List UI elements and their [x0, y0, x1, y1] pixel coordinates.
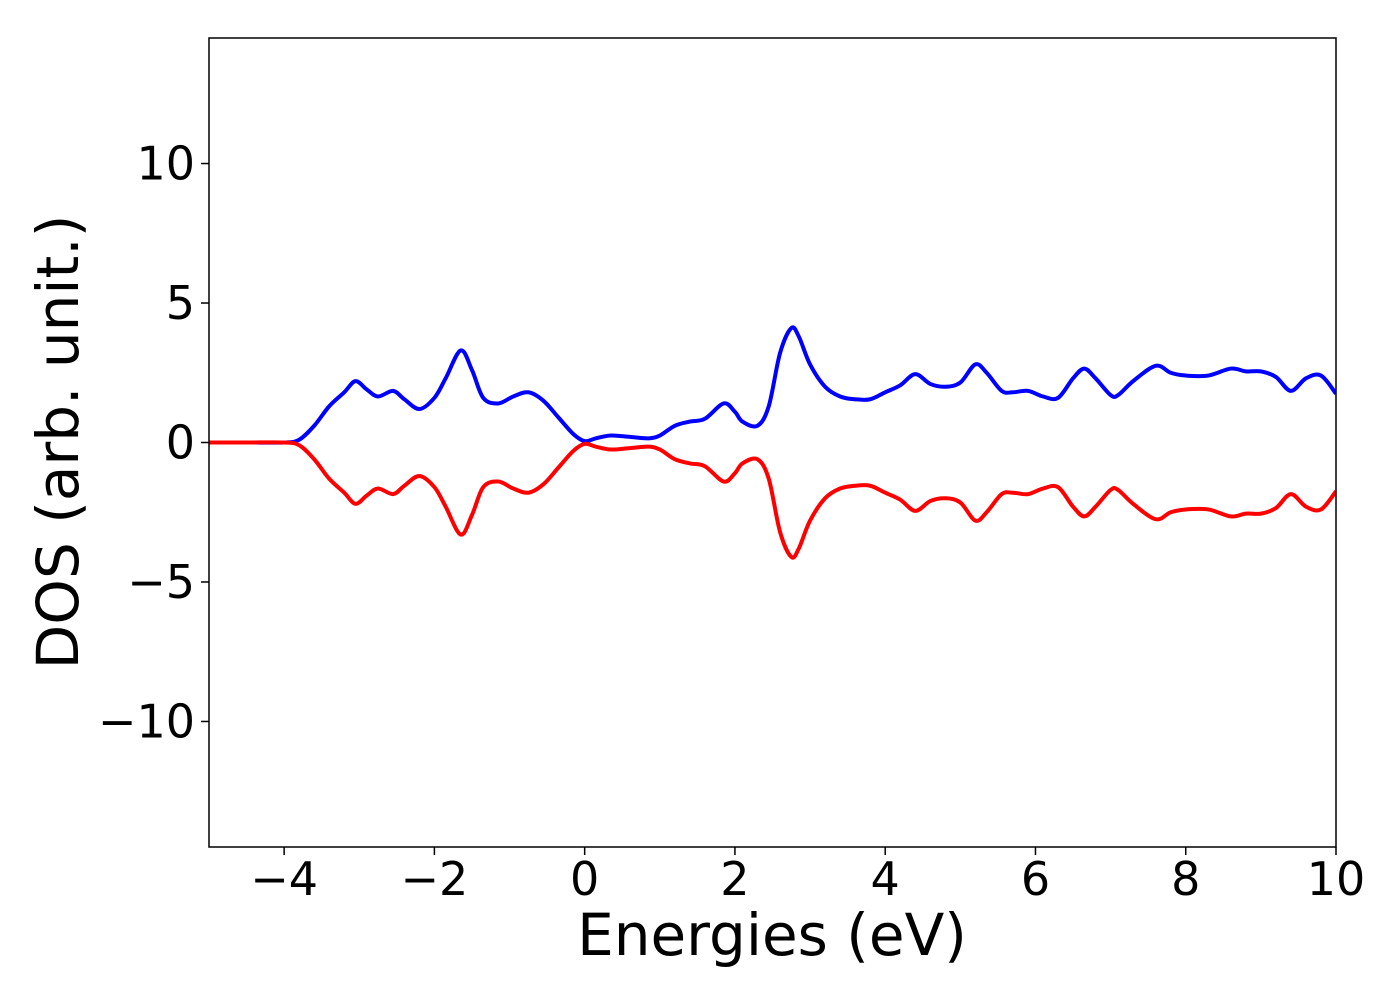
x-tick-label: 4	[871, 852, 900, 906]
x-tick-label: −2	[400, 852, 468, 906]
x-tick-label: 8	[1171, 852, 1200, 906]
x-tick-label: 0	[570, 852, 599, 906]
x-tick-label: 6	[1021, 852, 1050, 906]
x-tick-label: −4	[250, 852, 318, 906]
x-axis-title: Energies (eV)	[577, 901, 967, 969]
series-line-2	[209, 440, 1336, 560]
y-tick-label: −10	[98, 694, 195, 748]
y-axis: 10 5 0 −5 −10	[98, 137, 209, 748]
x-tick-label: 10	[1307, 852, 1366, 906]
x-tick-label: 2	[720, 852, 749, 906]
series-line-1	[209, 325, 1336, 445]
y-tick-label: 5	[166, 276, 195, 330]
plot-frame	[208, 37, 1337, 848]
y-tick-label: 10	[136, 137, 195, 191]
y-tick-label: −5	[127, 555, 195, 609]
y-axis-title: DOS (arb. unit.)	[24, 215, 92, 670]
y-tick-label: 0	[166, 416, 195, 470]
series-layer	[209, 325, 1336, 560]
x-axis: −4 −2 0 2 4 6 8 10	[250, 847, 1365, 906]
